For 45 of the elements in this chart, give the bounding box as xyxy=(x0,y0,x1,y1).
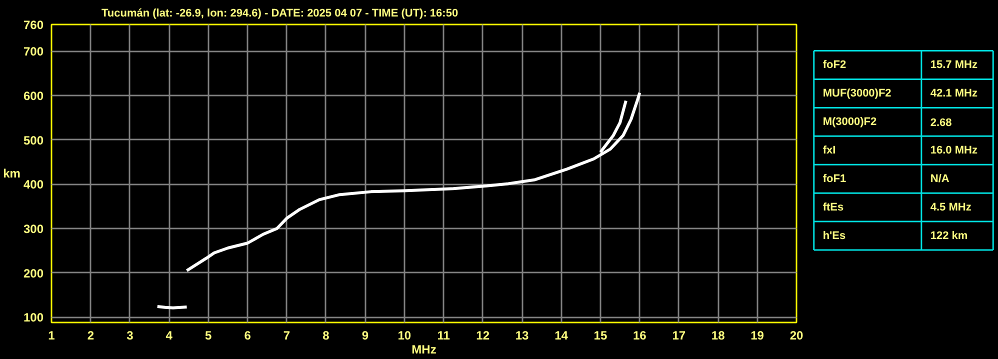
y-tick-label: 600 xyxy=(23,88,44,103)
text: 15.7 MHz xyxy=(930,59,978,72)
text: fxI xyxy=(822,144,836,156)
x-tick-label: 6 xyxy=(244,328,252,342)
x-axis-title: MHz xyxy=(412,342,436,356)
y-tick-label: 700 xyxy=(23,44,44,59)
x-tick-label: 17 xyxy=(672,328,686,342)
text: h'Es xyxy=(822,230,846,242)
x-tick-label: 2 xyxy=(87,328,94,342)
x-tick-label: 15 xyxy=(594,328,608,342)
text: 2.68 xyxy=(930,116,952,129)
y-axis-title: km xyxy=(3,166,20,180)
y-tick-label: 400 xyxy=(23,178,44,192)
text: foF1 xyxy=(822,172,846,185)
x-tick-label: 1 xyxy=(48,328,56,342)
x-tick-label: 9 xyxy=(362,328,369,342)
x-tick-label: 10 xyxy=(398,328,412,342)
text: 42.1 MHz xyxy=(930,87,978,100)
text: N/A xyxy=(930,172,950,185)
x-tick-label: 11 xyxy=(437,328,450,342)
y-tick-label: 100 xyxy=(23,310,44,325)
text: 16.0 MHz xyxy=(930,144,978,156)
x-tick-label: 16 xyxy=(632,328,647,342)
x-tick-label: 8 xyxy=(322,328,330,342)
x-tick-label: 20 xyxy=(790,328,804,342)
text: M(3000)F2 xyxy=(822,116,877,128)
text: MUF(3000)F2 xyxy=(822,87,892,100)
x-tick-label: 5 xyxy=(205,328,212,342)
y-tick-label: 760 xyxy=(23,18,44,32)
x-tick-label: 7 xyxy=(283,328,290,342)
y-tick-label: 500 xyxy=(23,133,44,148)
x-tick-label: 14 xyxy=(554,328,568,342)
x-tick-label: 12 xyxy=(476,328,490,342)
text: 122 km xyxy=(930,230,968,242)
text: ftEs xyxy=(822,201,844,214)
x-tick-label: 3 xyxy=(126,328,134,342)
x-tick-label: 4 xyxy=(166,328,173,342)
x-tick-label: 13 xyxy=(515,328,530,342)
chart-title: Tucumán (lat: -26.9, lon: 294.6) - DATE: 2025 04 07 - TIME (UT): 16:50 xyxy=(102,8,458,20)
y-tick-label: 200 xyxy=(23,266,44,280)
x-tick-label: 18 xyxy=(711,328,726,342)
x-tick-label: 19 xyxy=(750,328,764,342)
text: foF2 xyxy=(822,59,846,72)
y-tick-label: 300 xyxy=(23,222,44,236)
text: 4.5 MHz xyxy=(930,201,972,214)
